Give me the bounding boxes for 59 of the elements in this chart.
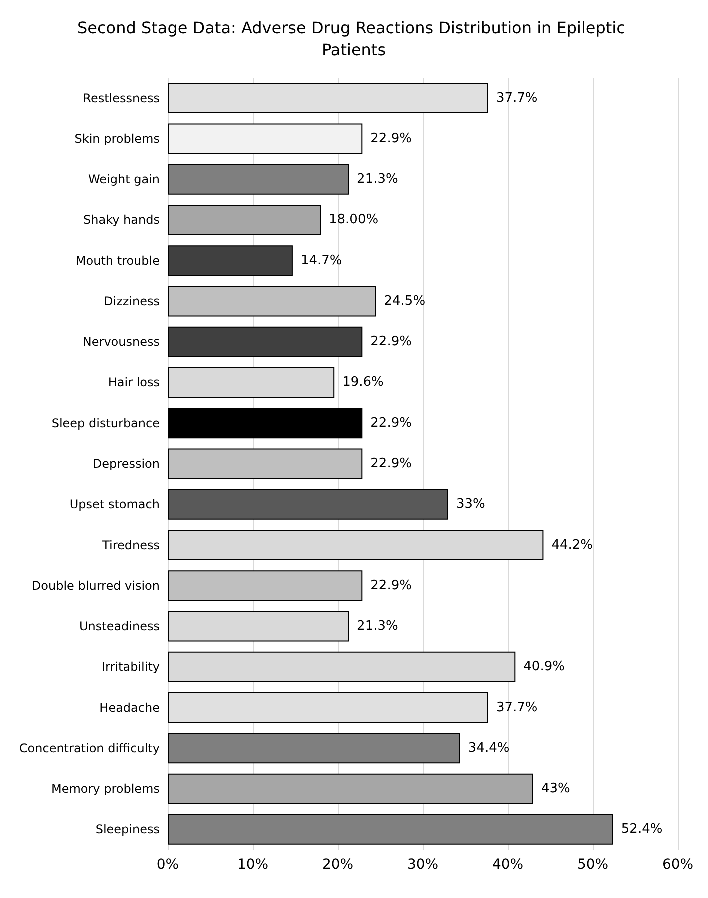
y-tick-label: Unsteadiness [79, 620, 160, 634]
bar [168, 246, 293, 276]
data-label: 19.6% [342, 375, 384, 390]
data-label: 52.4% [621, 822, 663, 838]
y-tick-label: Nervousness [82, 335, 160, 350]
data-label: 43% [542, 782, 570, 797]
x-tick-label: 10% [237, 857, 269, 873]
x-tick-label: 30% [407, 857, 439, 873]
y-tick-label: Sleepiness [96, 822, 160, 837]
data-label: 22.9% [370, 578, 412, 594]
x-tick-label: 0% [156, 857, 180, 873]
y-tick-label: Hair loss [108, 376, 160, 390]
x-tick-label: 50% [577, 857, 609, 873]
y-tick-label: Concentration difficulty [19, 741, 160, 756]
bar [168, 448, 363, 480]
bar [168, 733, 460, 764]
data-label: 18.00% [329, 212, 379, 228]
y-tick-label: Tiredness [102, 538, 160, 552]
data-label: 14.7% [300, 253, 342, 268]
y-tick-label: Headache [100, 700, 160, 715]
bar [168, 326, 363, 358]
y-tick-label: Depression [92, 457, 160, 471]
bar [168, 286, 376, 317]
bar [168, 164, 350, 195]
y-tick-label: Skin problems [74, 132, 160, 146]
y-tick-label: Restlessness [83, 91, 160, 106]
bar [168, 774, 534, 804]
data-label: 21.3% [357, 172, 398, 188]
bar [168, 814, 614, 845]
data-label: 37.7% [496, 700, 538, 716]
bar [168, 489, 448, 520]
data-label: 24.5% [384, 294, 426, 309]
x-tick-label: 40% [492, 857, 524, 873]
y-tick-label: Double blurred vision [32, 578, 160, 593]
x-tick-label: 60% [662, 857, 694, 873]
data-label: 44.2% [552, 538, 594, 553]
y-tick-label: Shaky hands [84, 213, 160, 228]
data-label: 22.9% [370, 456, 412, 472]
data-label: 21.3% [357, 619, 398, 634]
x-tick-label: 20% [322, 857, 354, 873]
bar [168, 124, 363, 154]
y-tick-label: Dizziness [104, 294, 160, 308]
y-tick-label: Mouth trouble [76, 254, 160, 268]
data-label: 37.7% [496, 90, 538, 106]
y-tick-label: Memory problems [51, 782, 160, 796]
data-label: 22.9% [370, 131, 412, 146]
y-tick-label: Weight gain [88, 172, 160, 187]
y-tick-label: Irritability [102, 660, 160, 674]
bar [168, 204, 321, 236]
bar [168, 570, 363, 602]
data-label: 34.4% [468, 740, 510, 756]
data-label: 33% [456, 497, 486, 512]
data-label: 22.9% [370, 334, 412, 350]
y-tick-label: Sleep disturbance [52, 416, 160, 430]
chart-title: Second Stage Data: Adverse Drug Reactions Distribution in Epileptic Patients [78, 18, 630, 60]
data-label: 40.9% [524, 660, 565, 675]
bar [168, 408, 363, 439]
y-tick-label: Upset stomach [70, 498, 160, 512]
data-label: 22.9% [370, 416, 412, 431]
